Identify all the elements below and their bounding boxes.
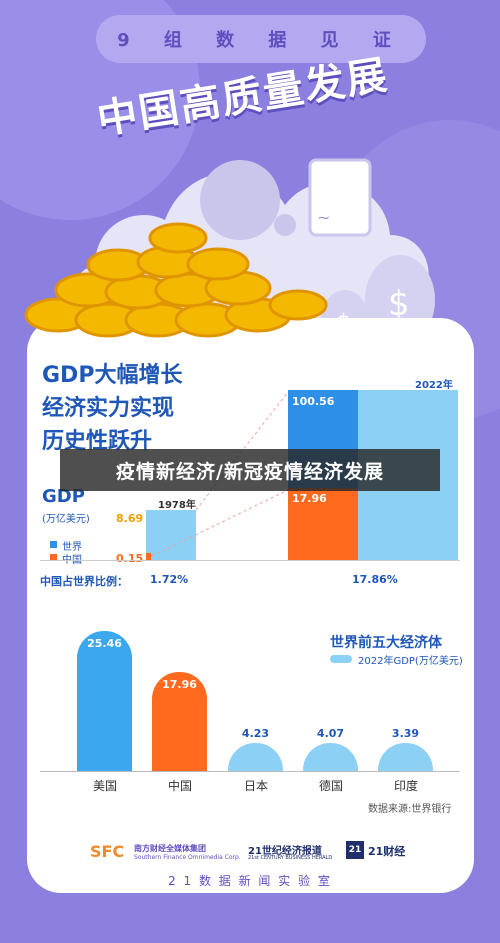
top5-category-label: 中国 bbox=[167, 779, 192, 793]
headline-line-2: 经济实力实现 bbox=[42, 396, 175, 421]
footer-logo3: 21财经 bbox=[368, 845, 406, 858]
overlay-banner: 疫情新经济/新冠疫情经济发展 bbox=[60, 449, 440, 491]
top5-category-label: 美国 bbox=[92, 779, 117, 793]
year-2022-label: 2022年 bbox=[415, 380, 453, 391]
footer-logo1: 南方财经全媒体集团 bbox=[134, 844, 206, 853]
legend-world-label: 世界 bbox=[62, 542, 82, 553]
top5-legend-swatch bbox=[330, 655, 352, 663]
world-1978-value: 8.69 bbox=[116, 512, 144, 525]
gdp-unit: (万亿美元) bbox=[42, 514, 90, 525]
top5-title: 世界前五大经济体 bbox=[330, 635, 442, 651]
china-1978-value: 0.15 bbox=[116, 552, 144, 565]
gdp-title: GDP bbox=[42, 486, 85, 507]
21-logo-icon: 21 bbox=[346, 841, 364, 859]
legend-world-swatch bbox=[50, 541, 57, 548]
share-1978: 1.72% bbox=[150, 573, 189, 586]
year-1978-label: 1978年 bbox=[158, 500, 196, 511]
china-2022-value: 17.96 bbox=[292, 492, 327, 505]
baseline-divider bbox=[40, 560, 460, 561]
china-1978-bar bbox=[146, 553, 151, 560]
legend-china-label: 中国 bbox=[62, 551, 82, 566]
svg-text:$: $ bbox=[388, 284, 410, 324]
footer-lab: 2 1 数 据 新 闻 实 验 室 bbox=[168, 874, 332, 888]
world-2022-value: 100.56 bbox=[292, 395, 335, 408]
top5-bar-value: 25.46 bbox=[87, 637, 122, 650]
globe-icon bbox=[200, 160, 280, 240]
svg-text:~: ~ bbox=[317, 208, 330, 227]
share-label: 中国占世界比例： bbox=[40, 575, 128, 588]
top5-bar-value: 3.39 bbox=[391, 727, 420, 740]
china-2022-bar bbox=[288, 488, 358, 560]
top5-bar-value: 4.23 bbox=[241, 727, 270, 740]
top5-category-label: 印度 bbox=[393, 779, 418, 793]
world-1978-bar bbox=[146, 510, 196, 560]
chart-baseline bbox=[40, 771, 460, 772]
footer-logo2-en: 21st CENTURY BUSINESS HERALD bbox=[248, 855, 333, 861]
top5-bar bbox=[152, 672, 207, 771]
top5-bar bbox=[77, 631, 132, 771]
headline-line-1: GDP大幅增长 bbox=[42, 363, 183, 388]
sfc-logo: SFC bbox=[90, 842, 125, 861]
legend-china-swatch bbox=[50, 554, 57, 561]
dollar-bag-icon bbox=[274, 214, 296, 236]
top5-category-label: 日本 bbox=[243, 779, 268, 793]
data-source: 数据来源:世界银行 bbox=[368, 804, 452, 815]
top5-category-label: 德国 bbox=[318, 779, 343, 793]
top5-bar-value: 17.96 bbox=[162, 678, 197, 692]
coin-pile-illustration bbox=[24, 222, 328, 338]
share-2022: 17.86% bbox=[352, 573, 398, 586]
top5-legend-label: 2022年GDP(万亿美元) bbox=[358, 656, 463, 667]
series-label: 9 组 数 据 见 证 bbox=[96, 15, 426, 63]
footer-logo1-en: Southern Finance Omnimedia Corp. bbox=[134, 854, 241, 861]
footer-logo2: 21世纪经济报道 bbox=[248, 846, 322, 857]
document-icon bbox=[308, 158, 372, 237]
top5-bar-value: 4.07 bbox=[316, 727, 345, 740]
